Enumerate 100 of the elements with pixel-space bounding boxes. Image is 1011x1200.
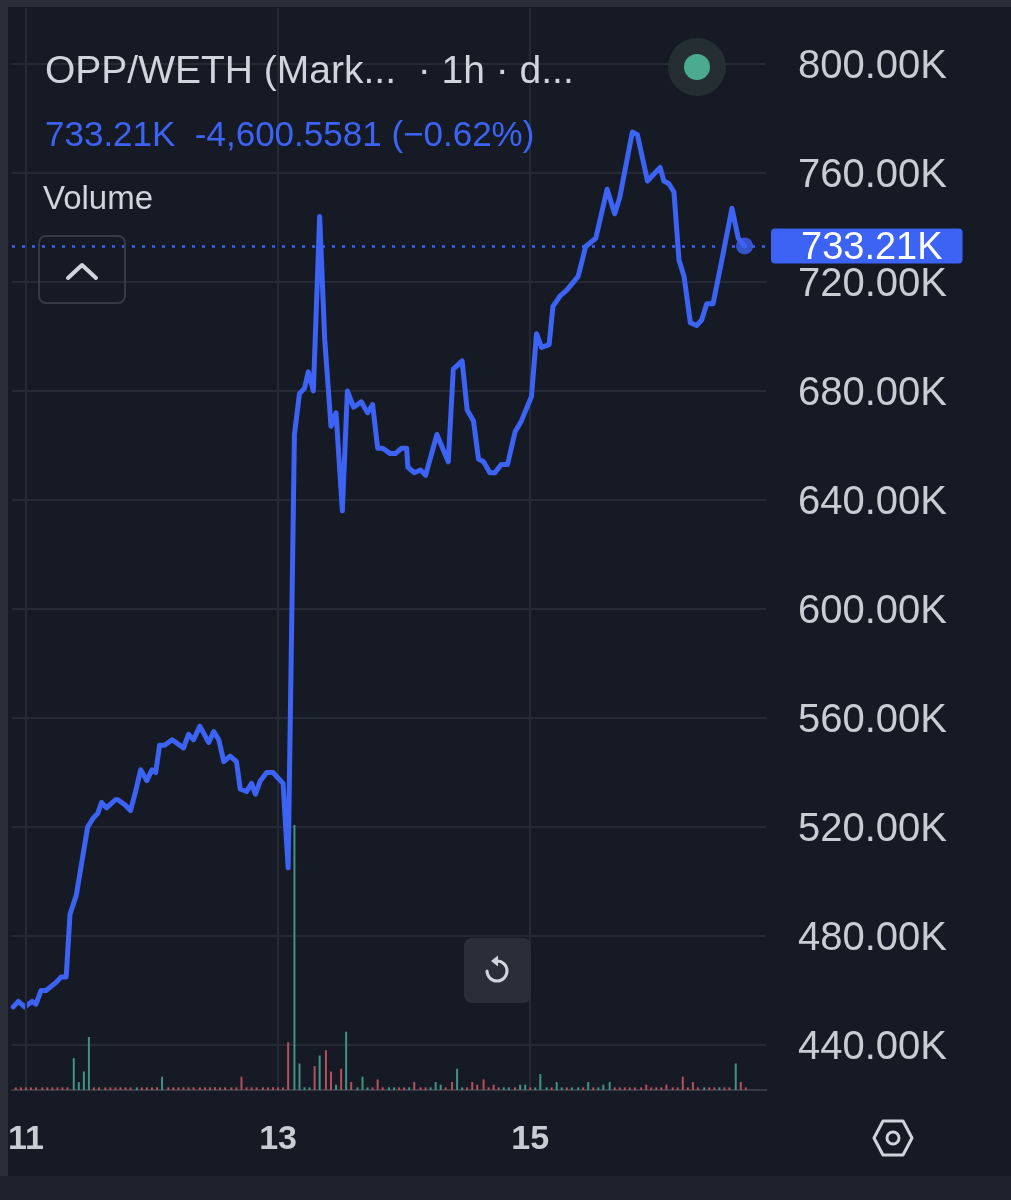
bar: [439, 1084, 442, 1090]
bar: [434, 1082, 437, 1090]
bar: [330, 1071, 332, 1090]
bar: [691, 1082, 694, 1090]
bar: [287, 1042, 290, 1090]
bar: [565, 1087, 568, 1090]
bar: [570, 1087, 573, 1090]
bar: [87, 1037, 90, 1090]
bar: [539, 1074, 542, 1090]
bar: [145, 1087, 148, 1090]
bar: [230, 1087, 233, 1090]
bar: [124, 1087, 127, 1090]
bar: [560, 1087, 563, 1090]
bar: [381, 1087, 384, 1090]
bar: [555, 1082, 558, 1090]
bar: [728, 1087, 731, 1090]
bar: [198, 1087, 201, 1090]
bar: [24, 1087, 27, 1090]
bar: [61, 1087, 64, 1090]
bar: [161, 1076, 164, 1090]
bar: [187, 1087, 190, 1090]
x-tick-label: 11: [7, 1118, 44, 1156]
bar: [582, 1087, 585, 1090]
y-tick-label: 760.00K: [798, 150, 948, 195]
bar: [82, 1071, 85, 1090]
bar: [66, 1087, 69, 1090]
bar: [429, 1087, 432, 1090]
bar: [645, 1084, 648, 1090]
y-tick-label: 800.00K: [798, 41, 948, 86]
bar: [376, 1079, 379, 1090]
bar: [686, 1087, 689, 1090]
bar: [388, 1087, 390, 1090]
bar: [240, 1076, 243, 1090]
bar: [293, 825, 296, 1090]
chart-title: Volume: [43, 178, 154, 216]
bar: [471, 1082, 474, 1090]
bar: [51, 1087, 54, 1090]
bar: [56, 1087, 59, 1090]
bar: [324, 1050, 327, 1090]
bar: [703, 1087, 706, 1090]
bar: [298, 1063, 301, 1090]
bar: [587, 1082, 590, 1090]
bar: [308, 1087, 311, 1090]
bar: [182, 1087, 185, 1090]
bar: [177, 1087, 180, 1090]
y-tick-label: 440.00K: [798, 1023, 948, 1068]
bar: [203, 1087, 206, 1090]
bar: [492, 1084, 495, 1090]
bar: [723, 1087, 726, 1090]
y-tick-label: 600.00K: [798, 586, 948, 631]
bar: [466, 1087, 469, 1090]
bar: [361, 1076, 364, 1090]
bar: [172, 1087, 175, 1090]
bar: [671, 1087, 674, 1090]
y-tick-label: 680.00K: [798, 368, 948, 413]
bar: [140, 1087, 143, 1090]
bar: [424, 1087, 427, 1090]
bar: [444, 1087, 447, 1090]
bar: [734, 1063, 737, 1090]
y-tick-label: 520.00K: [798, 804, 948, 849]
bar: [640, 1087, 643, 1090]
bar: [119, 1087, 122, 1090]
bar: [98, 1087, 100, 1090]
bar: [345, 1031, 348, 1090]
bar: [403, 1087, 406, 1090]
x-tick-label: 15: [511, 1118, 550, 1156]
bar: [219, 1087, 222, 1090]
bar: [150, 1087, 153, 1090]
bar: [214, 1087, 216, 1090]
bar: [29, 1087, 32, 1090]
bar: [507, 1087, 510, 1090]
bar: [650, 1087, 653, 1090]
bar: [366, 1087, 369, 1090]
bar: [46, 1087, 49, 1090]
bar: [487, 1087, 490, 1090]
bar: [135, 1087, 138, 1090]
bar: [277, 1087, 280, 1090]
bar: [318, 1055, 321, 1090]
bar: [577, 1087, 580, 1090]
bar: [77, 1082, 80, 1090]
bar: [393, 1087, 396, 1090]
bar: [34, 1087, 37, 1090]
bar: [419, 1087, 422, 1090]
text: 733.21K -4,600.5581 (−0.62%): [45, 113, 535, 153]
bar: [681, 1076, 684, 1090]
bar: [665, 1084, 668, 1090]
bar: [628, 1087, 631, 1090]
bar: [529, 1087, 532, 1090]
bar: [545, 1087, 548, 1090]
bar: [633, 1087, 636, 1090]
bar: [602, 1084, 605, 1090]
bar: [156, 1087, 158, 1090]
bar: [192, 1087, 195, 1090]
bar: [14, 1087, 17, 1090]
bar: [413, 1082, 416, 1090]
bar: [335, 1084, 338, 1090]
bar: [514, 1087, 517, 1090]
bar: [744, 1087, 747, 1090]
bar: [482, 1079, 485, 1090]
bar: [109, 1087, 112, 1090]
